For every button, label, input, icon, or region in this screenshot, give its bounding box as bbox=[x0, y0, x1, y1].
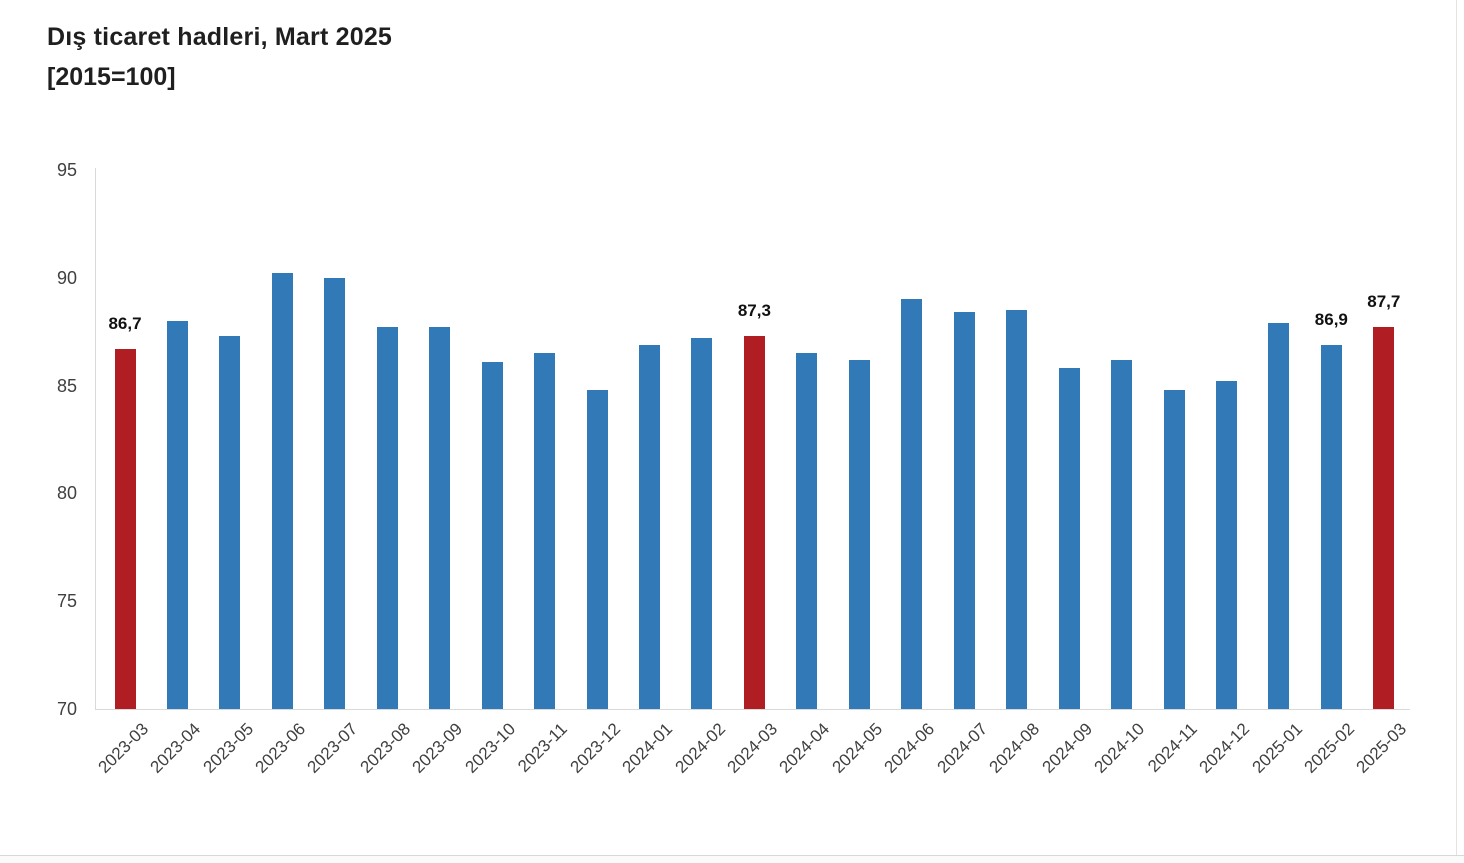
y-tick-label-70: 70 bbox=[56, 699, 77, 719]
bar-2025-03 bbox=[1373, 327, 1395, 709]
y-tick-label-85: 85 bbox=[56, 375, 77, 396]
bar-2024-11 bbox=[1163, 389, 1185, 709]
x-tick-label-2023-03: 2023-03 bbox=[94, 719, 152, 777]
x-tick-label-2024-07: 2024-07 bbox=[933, 719, 991, 777]
y-axis-line bbox=[95, 168, 96, 709]
x-tick-label-2023-08: 2023-08 bbox=[356, 719, 414, 777]
x-tick-label-2024-04: 2024-04 bbox=[776, 719, 834, 777]
x-tick-label-2025-03: 2025-03 bbox=[1352, 719, 1411, 777]
bar-2024-06 bbox=[901, 299, 923, 709]
bar-2023-07 bbox=[324, 277, 346, 709]
bar-2025-01 bbox=[1268, 323, 1290, 709]
value-label-2023-03: 86,7 bbox=[108, 313, 142, 333]
bar-2024-04 bbox=[796, 353, 818, 709]
bar-2025-02 bbox=[1320, 344, 1342, 709]
frame-bottom-strip bbox=[0, 856, 1464, 863]
value-label-2025-03: 87,7 bbox=[1367, 292, 1401, 312]
x-tick-label-2024-11: 2024-11 bbox=[1144, 719, 1201, 776]
x-axis-line bbox=[95, 709, 1410, 710]
bar-2023-05 bbox=[219, 336, 241, 709]
y-tick-label-95: 95 bbox=[56, 160, 77, 180]
frame-bottom-border bbox=[0, 855, 1464, 856]
x-tick-label-2023-11: 2023-11 bbox=[514, 719, 572, 776]
x-tick-label-2025-02: 2025-02 bbox=[1300, 719, 1359, 777]
x-tick-label-2024-05: 2024-05 bbox=[828, 719, 887, 777]
chart-subtitle: [2015=100] bbox=[47, 63, 176, 91]
value-label-2024-03: 87,3 bbox=[737, 301, 771, 320]
x-tick-label-2025-01: 2025-01 bbox=[1248, 719, 1306, 777]
bar-2023-04 bbox=[166, 320, 188, 709]
x-tick-label-2023-07: 2023-07 bbox=[303, 719, 362, 777]
title-block: Dış ticaret hadleri, Mart 2025 [2015=100… bbox=[47, 22, 392, 92]
bar-2024-09 bbox=[1058, 368, 1080, 709]
y-tick-label-75: 75 bbox=[56, 591, 77, 612]
bar-2024-07 bbox=[953, 312, 975, 709]
bar-2023-08 bbox=[376, 327, 398, 709]
bar-2023-11 bbox=[534, 353, 556, 709]
bar-2024-08 bbox=[1006, 310, 1028, 709]
bar-2023-09 bbox=[429, 327, 451, 709]
x-tick-label-2023-05: 2023-05 bbox=[199, 719, 257, 777]
x-tick-label-2024-01: 2024-01 bbox=[618, 719, 677, 777]
x-tick-label-2024-02: 2024-02 bbox=[671, 719, 729, 777]
x-tick-label-2024-06: 2024-06 bbox=[880, 719, 939, 777]
bar-2024-05 bbox=[848, 359, 870, 709]
x-tick-label-2024-10: 2024-10 bbox=[1090, 719, 1149, 777]
chart-title: Dış ticaret hadleri, Mart 2025 bbox=[47, 23, 393, 51]
x-tick-label-2024-03: 2024-03 bbox=[723, 719, 782, 777]
bar-2024-12 bbox=[1215, 381, 1237, 709]
bar-2023-03 bbox=[114, 348, 136, 709]
bar-2024-10 bbox=[1111, 359, 1133, 709]
y-tick-label-80: 80 bbox=[56, 483, 77, 504]
bar-2023-06 bbox=[271, 273, 293, 709]
x-tick-label-2024-12: 2024-12 bbox=[1195, 719, 1254, 777]
y-tick-label-90: 90 bbox=[56, 267, 77, 288]
x-tick-label-2023-04: 2023-04 bbox=[146, 719, 205, 777]
x-tick-label-2024-08: 2024-08 bbox=[985, 719, 1044, 777]
bar-2023-12 bbox=[586, 389, 608, 709]
bar-2023-10 bbox=[481, 361, 503, 709]
frame-right-border bbox=[1456, 0, 1457, 855]
value-label-2025-02: 86,9 bbox=[1314, 309, 1348, 329]
bar-2024-02 bbox=[691, 338, 713, 709]
bar-2024-03 bbox=[743, 336, 765, 709]
x-tick-label-2023-06: 2023-06 bbox=[251, 719, 310, 777]
x-tick-label-2023-12: 2023-12 bbox=[566, 719, 624, 777]
x-tick-label-2023-10: 2023-10 bbox=[461, 719, 519, 777]
x-tick-label-2024-09: 2024-09 bbox=[1038, 719, 1096, 777]
x-tick-label-2023-09: 2023-09 bbox=[408, 719, 467, 777]
bar-2024-01 bbox=[639, 344, 660, 709]
